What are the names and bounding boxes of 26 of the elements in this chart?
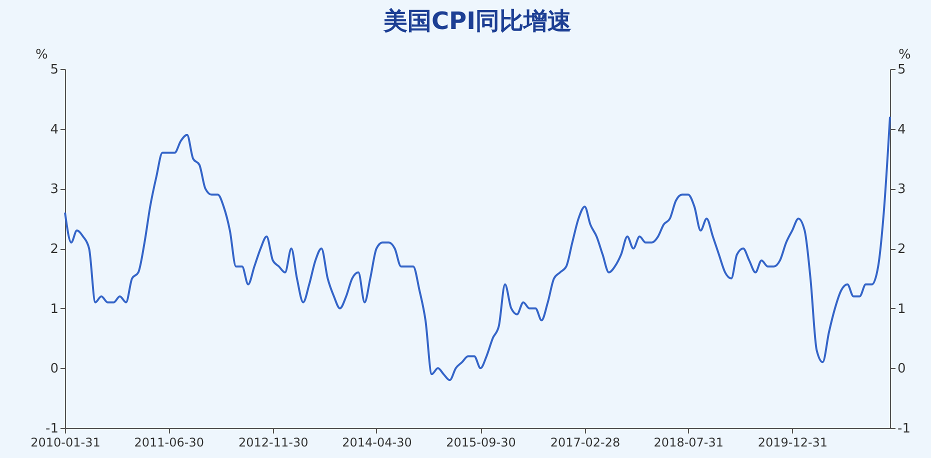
x-tick-label: 2017-02-28 xyxy=(550,436,620,450)
y-tick-label: 3 xyxy=(50,182,58,198)
x-tick-label: 2019-12-31 xyxy=(758,436,828,450)
x-tick-label: 2014-04-30 xyxy=(342,436,412,450)
chart-title: 美国CPI同比增速 xyxy=(382,7,572,35)
y2-tick-label: -1 xyxy=(898,422,910,436)
y2-tick-label: 5 xyxy=(898,62,906,78)
y-tick-label: -1 xyxy=(46,422,58,436)
y-tick-label: 4 xyxy=(50,122,58,138)
y2-tick-label: 2 xyxy=(898,242,906,257)
x-tick-label: 2010-01-31 xyxy=(30,436,100,450)
y2-axis-title: % xyxy=(898,48,911,62)
x-tick-label: 2018-07-31 xyxy=(654,436,724,450)
y2-tick-label: 1 xyxy=(898,302,906,317)
y-axis-title: % xyxy=(36,48,48,62)
y-tick-label: 1 xyxy=(50,302,58,317)
x-tick-label: 2012-11-30 xyxy=(238,436,308,450)
y-tick-label: 0 xyxy=(50,362,58,377)
y2-tick-label: 3 xyxy=(898,182,906,198)
y-tick-label: 2 xyxy=(50,242,58,257)
y2-tick-label: 4 xyxy=(898,122,906,138)
y2-tick-label: 0 xyxy=(898,362,906,377)
x-tick-label: 2011-06-30 xyxy=(134,436,204,450)
x-tick-label: 2015-09-30 xyxy=(446,436,516,450)
y-tick-label: 5 xyxy=(50,62,58,78)
line-series xyxy=(64,116,891,382)
